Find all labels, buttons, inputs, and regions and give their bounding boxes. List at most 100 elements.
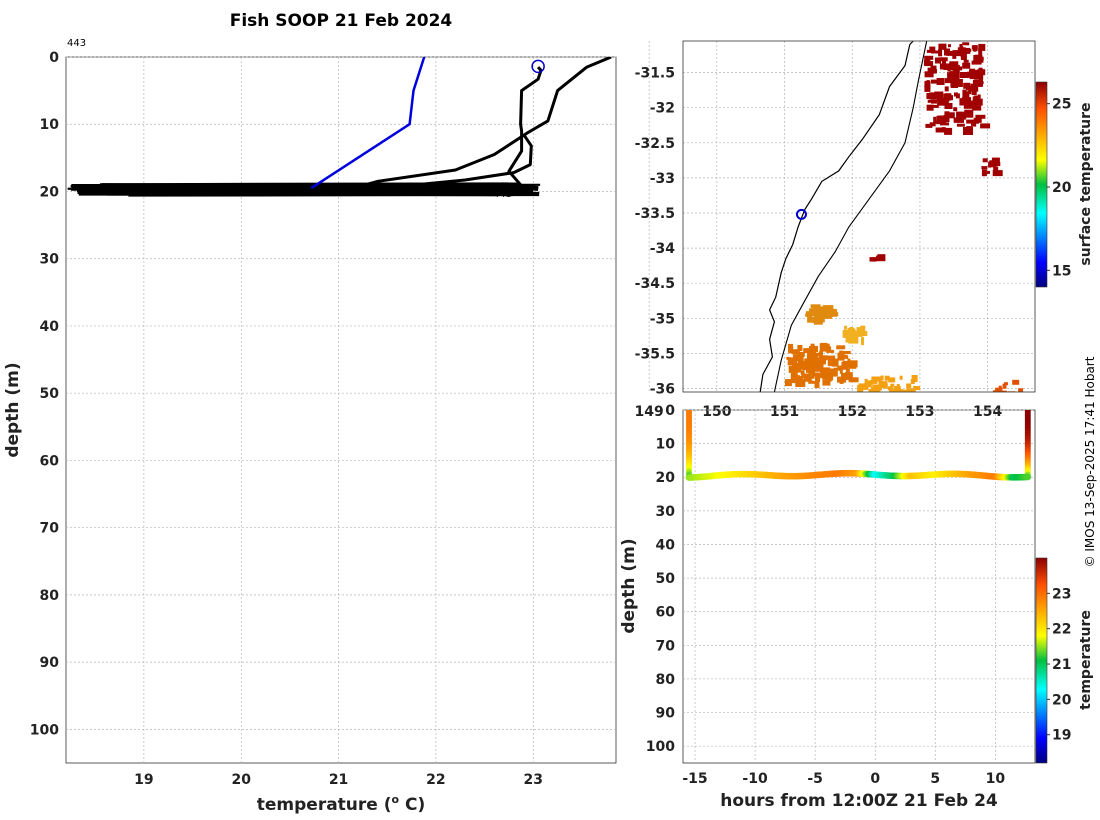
map-sst-cell (808, 371, 815, 376)
map-sst-cell (962, 97, 971, 104)
map-sst-cell (826, 349, 835, 353)
map-sst-cell (938, 43, 947, 50)
section-colorbar-tick-label: 19 (1052, 728, 1071, 744)
map-sst-cell (800, 370, 805, 375)
profile-blue (310, 57, 426, 190)
profile-xtick-label: 22 (426, 772, 445, 788)
profile-xtick-label: 21 (329, 772, 348, 788)
map-sst-cell (948, 112, 955, 119)
section-colorbar-tick-label: 23 (1052, 586, 1071, 602)
map-sst-cell (982, 158, 988, 163)
section-colorbar-label: temperature (1078, 610, 1094, 710)
map-sst-cell (973, 95, 979, 102)
map-sst-cell (869, 258, 877, 262)
map-sst-cell (937, 115, 948, 120)
map-xtick-label: 149 (635, 404, 664, 420)
map-colorbar-tick-label: 25 (1052, 97, 1071, 113)
map-sst-cell (934, 120, 941, 124)
section-xtick-label: -10 (742, 771, 768, 787)
map-sst-cell (814, 381, 820, 389)
profile-ytick-label: 90 (40, 655, 60, 671)
map-sst-cell (907, 389, 916, 392)
map-sst-cell (978, 67, 983, 71)
copyright-text: © IMOS 13-Sep-2025 17:41 Hobart (1083, 356, 1097, 567)
map-sst-cell (848, 377, 859, 383)
profile-ylabel: depth (m) (3, 362, 23, 457)
map-sst-cell (797, 351, 805, 357)
section-ytick-label: 70 (656, 638, 676, 654)
map-frame (682, 40, 1036, 393)
map-sst-cell (805, 311, 813, 315)
map-sst-cell (899, 389, 909, 392)
map-sst-cell (797, 345, 803, 351)
section-xtick-label: 10 (986, 771, 1006, 787)
map-sst-cell (925, 123, 933, 128)
map-xtick-label: 152 (838, 404, 867, 420)
profile-frame (65, 56, 617, 764)
map-sst-cell (944, 86, 949, 92)
map-sst-cell (842, 330, 847, 338)
profile-annotation-top: 443 (67, 38, 86, 49)
map-sst-cell (822, 355, 828, 361)
map-colorbar (1035, 81, 1048, 288)
map-sst-cell (984, 170, 990, 174)
section-ytick-label: 100 (646, 739, 675, 755)
map-sst-cell (808, 360, 819, 366)
map-sst-cell (797, 376, 804, 380)
map-sst-cell (784, 379, 792, 387)
map-sst-cell (937, 97, 947, 106)
map-sst-cell (973, 117, 982, 123)
map-sst-cell (847, 328, 855, 331)
map-sst-cell (929, 122, 936, 127)
map-sst-cell (845, 337, 854, 343)
section-ytick-label: 90 (656, 706, 676, 722)
map-sst-cell (830, 369, 838, 377)
map-ytick-label: -34.5 (635, 276, 675, 292)
map-sst-cell (893, 386, 901, 391)
profile-surface-marker (531, 59, 545, 74)
section-xtick-label: 5 (930, 771, 940, 787)
map-sst-cell (974, 71, 984, 80)
section-xtick-label: -15 (682, 771, 707, 787)
map-sst-cell (810, 304, 821, 309)
map-sst-cell (831, 358, 839, 367)
map-sst-cell (890, 388, 898, 392)
map-sst-cell (968, 85, 979, 92)
map-sst-cell (906, 383, 912, 389)
map-sst-cell (974, 57, 984, 63)
map-ytick-label: -31.5 (635, 66, 675, 82)
map-sst-cell (977, 69, 986, 76)
map-sst-cell (952, 53, 957, 59)
map-sst-cell (827, 355, 836, 360)
map-sst-cell (945, 95, 953, 101)
section-colorbar (1035, 557, 1048, 764)
section-ytick-label: 80 (656, 672, 676, 688)
map-sst-cell (929, 46, 936, 51)
map-sst-cell (787, 357, 794, 366)
map-sst-cell (930, 50, 939, 54)
map-sst-cell (872, 384, 881, 392)
map-sst-cell (788, 346, 792, 353)
map-sst-cell (963, 82, 971, 89)
map-ytick-label: -33 (650, 171, 675, 187)
figure-title: Fish SOOP 21 Feb 2024 (230, 11, 453, 31)
map-sst-cell (954, 67, 958, 71)
map-sst-cell (963, 127, 973, 135)
map-sst-cell (944, 111, 950, 118)
map-sst-cell (813, 358, 821, 365)
map-sst-cell (945, 93, 952, 97)
profile-xtick-label: 20 (231, 772, 251, 788)
profile-bottom-trace (195, 182, 509, 186)
map-sst-cell (962, 62, 971, 69)
map-colorbar-tick-label: 20 (1052, 180, 1072, 196)
map-sst-cell (962, 42, 970, 46)
map-sst-cell (874, 391, 879, 392)
map-sst-cell (976, 98, 983, 106)
map-sst-cell (823, 368, 834, 372)
section-ytick-label: 60 (656, 605, 676, 621)
map-sst-cell (1018, 388, 1024, 392)
profile-xlabel-end: C) (399, 795, 425, 815)
map-colorbar-label: surface temperature (1078, 102, 1094, 265)
map-sst-cell (827, 359, 832, 367)
map-sst-cell (965, 91, 972, 95)
